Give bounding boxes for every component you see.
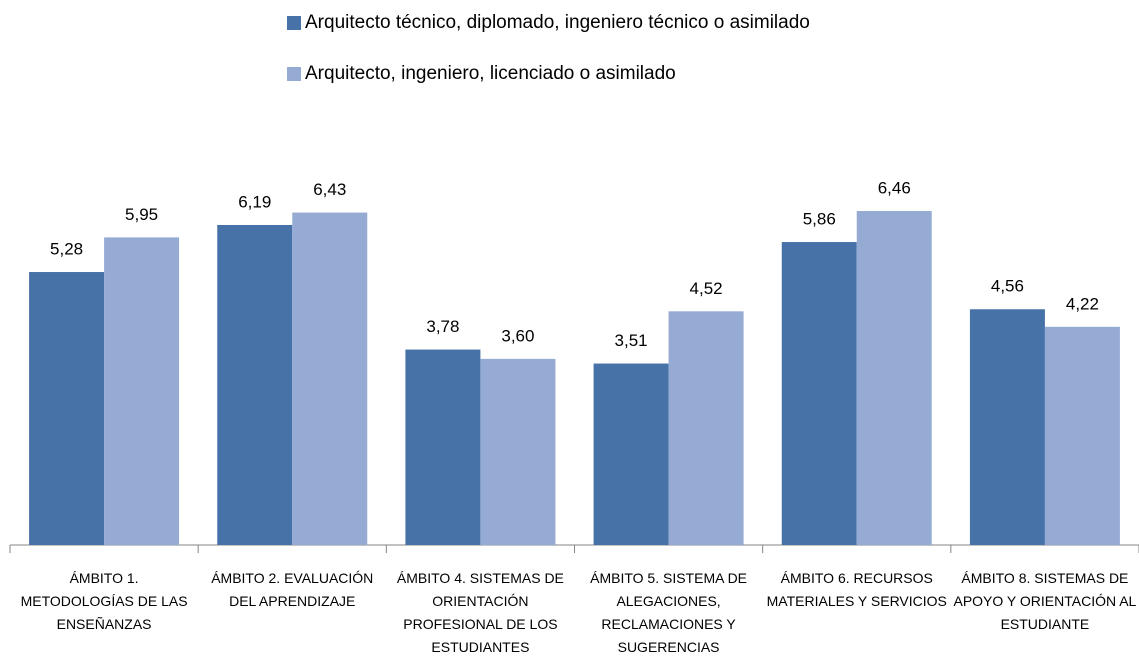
data-label: 5,95 xyxy=(125,205,158,224)
bar xyxy=(593,363,669,545)
x-tick-label: ÁMBITO 5. SISTEMA DE ALEGACIONES, RECLAM… xyxy=(590,570,748,655)
legend-swatch xyxy=(287,16,301,30)
bar xyxy=(217,224,293,546)
bar xyxy=(480,358,556,545)
data-label: 6,43 xyxy=(313,180,346,199)
data-label: 5,28 xyxy=(50,240,83,259)
x-tick-label: ÁMBITO 6. RECURSOS MATERIALES Y SERVICIO… xyxy=(766,570,947,609)
data-label: 4,52 xyxy=(690,279,723,298)
bar xyxy=(781,242,857,545)
bar xyxy=(1044,326,1120,545)
bar xyxy=(856,211,932,545)
bar xyxy=(292,212,368,545)
data-label: 5,86 xyxy=(803,210,836,229)
bar xyxy=(969,309,1045,545)
data-label: 4,22 xyxy=(1066,294,1099,313)
bar xyxy=(29,272,105,545)
legend-label: Arquitecto, ingeniero, licenciado o asim… xyxy=(305,63,676,84)
x-tick-label: ÁMBITO 4. SISTEMAS DE ORIENTACIÓN PROFES… xyxy=(396,570,564,655)
x-tick-label: ÁMBITO 8. SISTEMAS DE APOYO Y ORIENTACIÓ… xyxy=(953,570,1137,632)
data-label: 3,51 xyxy=(615,331,648,350)
x-tick-label: ÁMBITO 1. METODOLOGÍAS DE LAS ENSEÑANZAS xyxy=(20,570,188,632)
legend-label: Arquitecto técnico, diplomado, ingeniero… xyxy=(305,12,810,33)
legend-swatch xyxy=(287,67,301,81)
bar xyxy=(104,237,180,545)
data-label: 3,60 xyxy=(501,326,534,345)
data-label: 6,19 xyxy=(238,192,271,211)
data-label: 4,56 xyxy=(991,277,1024,296)
bar xyxy=(405,349,481,545)
x-tick-label: ÁMBITO 2. EVALUACIÓN DEL APRENDIZAJE xyxy=(211,570,374,609)
bar xyxy=(668,311,744,545)
data-label: 6,46 xyxy=(878,179,911,198)
data-label: 3,78 xyxy=(426,317,459,336)
